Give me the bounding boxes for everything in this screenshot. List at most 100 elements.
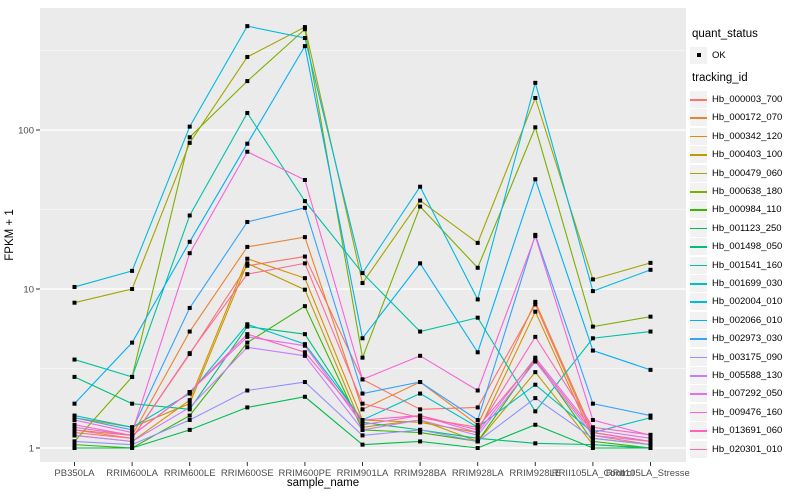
data-point[interactable] [302, 35, 307, 40]
data-point[interactable] [302, 343, 307, 348]
data-point[interactable] [302, 353, 307, 358]
data-point[interactable] [130, 442, 135, 447]
data-point[interactable] [302, 199, 307, 204]
data-point[interactable] [590, 433, 595, 438]
data-point[interactable] [302, 394, 307, 399]
data-point[interactable] [475, 350, 480, 355]
data-point[interactable] [533, 95, 538, 100]
data-point[interactable] [360, 407, 365, 412]
data-point[interactable] [130, 401, 135, 406]
data-point[interactable] [533, 396, 538, 401]
data-point[interactable] [187, 351, 192, 356]
data-point[interactable] [360, 336, 365, 341]
data-point[interactable] [418, 418, 423, 423]
data-point[interactable] [418, 380, 423, 385]
legend-item-Hb_001498_050[interactable]: Hb_001498_050 [690, 238, 800, 256]
legend-item-Hb_001541_160[interactable]: Hb_001541_160 [690, 256, 800, 274]
data-point[interactable] [533, 422, 538, 427]
data-point[interactable] [130, 374, 135, 379]
data-point[interactable] [360, 271, 365, 276]
data-point[interactable] [245, 272, 250, 277]
data-point[interactable] [187, 239, 192, 244]
data-point[interactable] [360, 377, 365, 382]
data-point[interactable] [590, 430, 595, 435]
data-point[interactable] [475, 446, 480, 450]
data-point[interactable] [72, 374, 77, 379]
data-point[interactable] [418, 261, 423, 266]
data-point[interactable] [130, 427, 135, 432]
data-point[interactable] [418, 413, 423, 418]
data-point[interactable] [533, 357, 538, 362]
data-point[interactable] [130, 436, 135, 441]
legend-item-Hb_000003_700[interactable]: Hb_000003_700 [690, 90, 800, 109]
legend-item-Hb_005588_130[interactable]: Hb_005588_130 [690, 366, 800, 384]
data-point[interactable] [72, 401, 77, 406]
data-point[interactable] [187, 135, 192, 140]
data-point[interactable] [187, 401, 192, 406]
data-point[interactable] [72, 418, 77, 423]
data-point[interactable] [360, 391, 365, 396]
data-point[interactable] [360, 433, 365, 438]
legend-item-Hb_001699_030[interactable]: Hb_001699_030 [690, 274, 800, 292]
data-point[interactable] [360, 442, 365, 447]
data-point[interactable] [302, 332, 307, 337]
data-point[interactable] [130, 287, 135, 291]
data-point[interactable] [648, 267, 653, 272]
data-point[interactable] [533, 125, 538, 130]
data-point[interactable] [245, 322, 250, 327]
data-point[interactable] [360, 420, 365, 425]
data-point[interactable] [475, 265, 480, 270]
data-point[interactable] [245, 110, 250, 115]
data-point[interactable] [533, 382, 538, 387]
data-point[interactable] [648, 260, 653, 265]
data-point[interactable] [590, 277, 595, 282]
data-point[interactable] [475, 297, 480, 302]
legend-item-Hb_000479_060[interactable]: Hb_000479_060 [690, 164, 800, 182]
data-point[interactable] [418, 427, 423, 432]
data-point[interactable] [302, 287, 307, 292]
data-point[interactable] [187, 140, 192, 145]
legend-item-Hb_000342_120[interactable]: Hb_000342_120 [690, 127, 800, 145]
data-point[interactable] [245, 54, 250, 59]
data-point[interactable] [533, 302, 538, 307]
data-point[interactable] [72, 433, 77, 438]
data-point[interactable] [648, 432, 653, 437]
data-point[interactable] [130, 439, 135, 444]
data-point[interactable] [245, 334, 250, 339]
data-point[interactable] [187, 398, 192, 403]
data-point[interactable] [187, 213, 192, 218]
data-point[interactable] [302, 25, 307, 30]
data-point[interactable] [130, 268, 135, 273]
data-point[interactable] [302, 27, 307, 32]
data-point[interactable] [418, 439, 423, 444]
data-point[interactable] [302, 205, 307, 210]
data-point[interactable] [418, 204, 423, 209]
data-point[interactable] [302, 177, 307, 182]
data-point[interactable] [475, 405, 480, 410]
data-point[interactable] [245, 405, 250, 410]
data-point[interactable] [475, 422, 480, 427]
data-point[interactable] [72, 439, 77, 444]
data-point[interactable] [302, 380, 307, 385]
data-point[interactable] [360, 418, 365, 423]
data-point[interactable] [187, 413, 192, 418]
data-point[interactable] [475, 388, 480, 393]
legend-item-Hb_001123_250[interactable]: Hb_001123_250 [690, 219, 800, 237]
data-point[interactable] [590, 439, 595, 444]
data-point[interactable] [418, 353, 423, 358]
data-point[interactable] [648, 413, 653, 418]
data-point[interactable] [418, 407, 423, 412]
legend-item-Hb_020301_010[interactable]: Hb_020301_010 [690, 440, 800, 458]
data-point[interactable] [302, 261, 307, 266]
legend-item-ok[interactable]: OK [690, 46, 800, 64]
legend-item-Hb_000403_100[interactable]: Hb_000403_100 [690, 146, 800, 164]
data-point[interactable] [648, 314, 653, 319]
data-point[interactable] [648, 367, 653, 372]
data-point[interactable] [360, 422, 365, 427]
data-point[interactable] [245, 388, 250, 393]
data-point[interactable] [245, 263, 250, 268]
legend-item-Hb_002066_010[interactable]: Hb_002066_010 [690, 311, 800, 329]
data-point[interactable] [187, 251, 192, 256]
data-point[interactable] [245, 345, 250, 350]
data-point[interactable] [590, 436, 595, 441]
